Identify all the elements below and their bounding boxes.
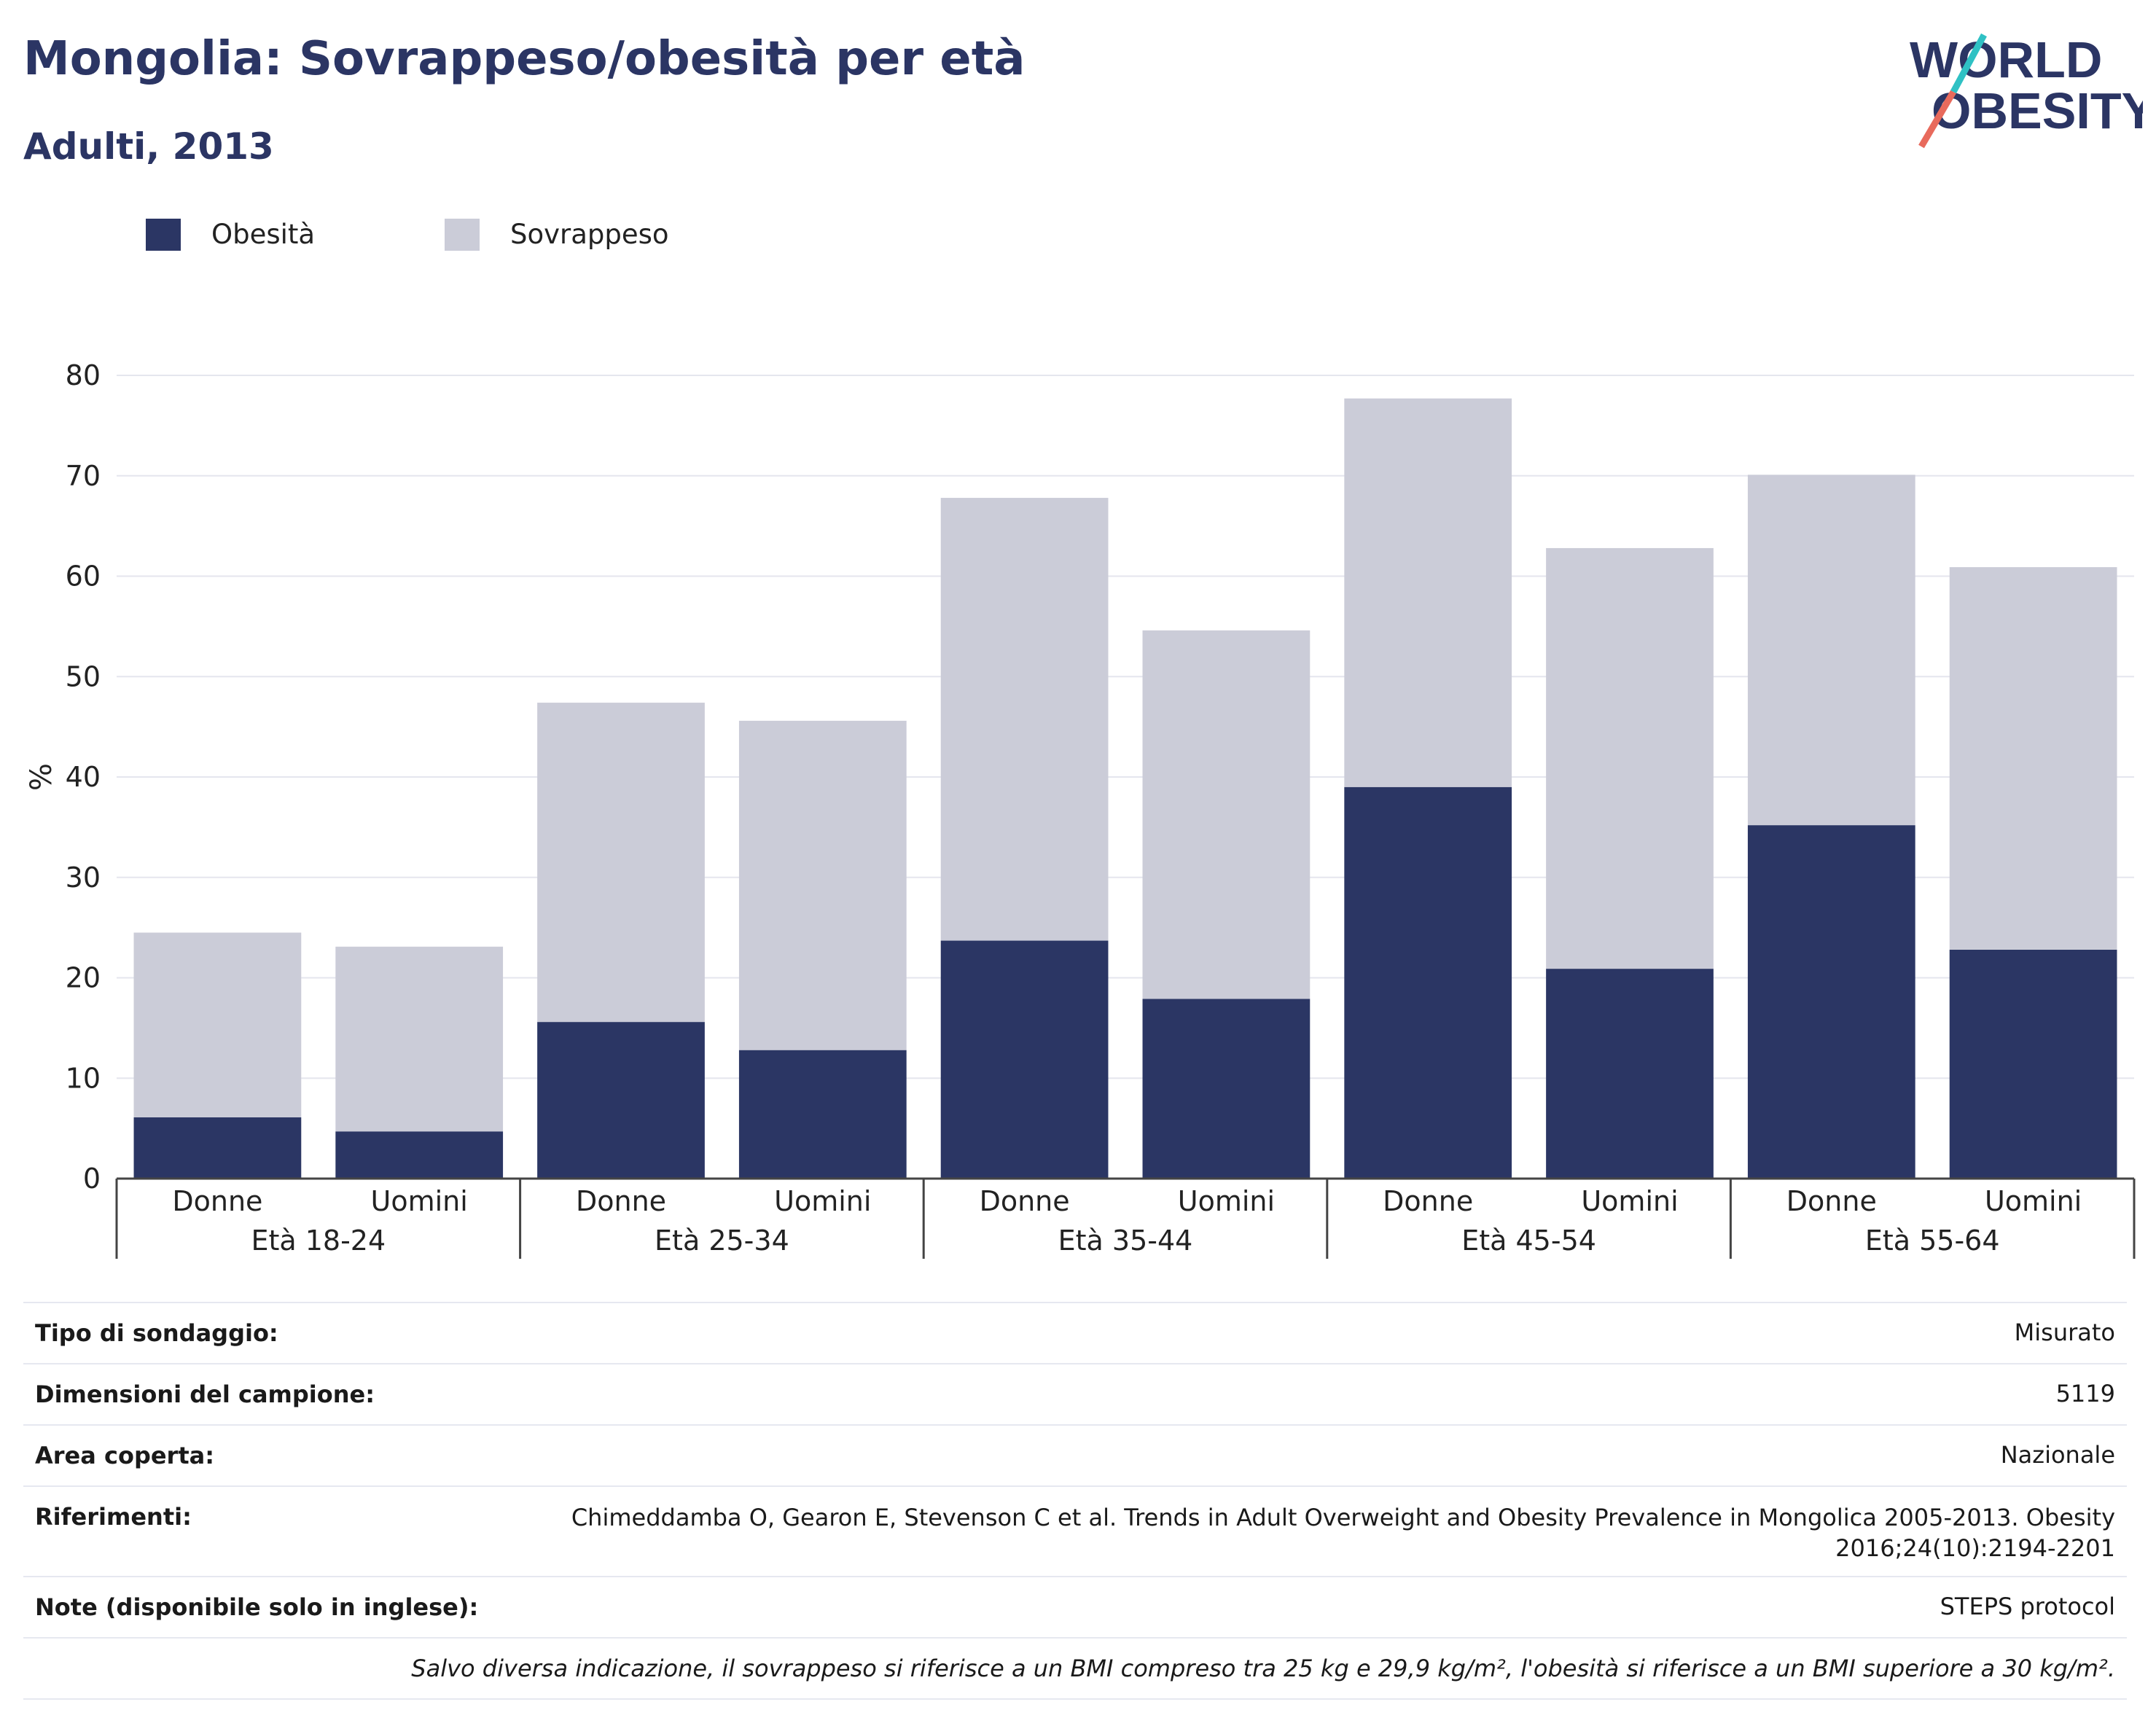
x-tick-label: Donne [576, 1185, 666, 1217]
y-tick-label: 70 [66, 460, 101, 492]
info-row-sample-size: Dimensioni del campione: 5119 [23, 1363, 2127, 1424]
x-tick-label: Donne [980, 1185, 1070, 1217]
info-row-survey-type: Tipo di sondaggio: Misurato [23, 1302, 2127, 1363]
info-key: Note (disponibile solo in inglese): [35, 1593, 479, 1621]
bar-overweight [335, 946, 504, 1132]
x-group-label: Età 18-24 [251, 1225, 386, 1257]
chart-subtitle: Adulti, 2013 [23, 125, 274, 168]
info-row-area-covered: Area coperta: Nazionale [23, 1424, 2127, 1485]
bar-overweight [133, 932, 302, 1117]
y-tick-label: 20 [66, 962, 101, 994]
y-tick-label: 30 [66, 862, 101, 894]
y-tick-label: 50 [66, 660, 101, 692]
bar-overweight [1546, 547, 1714, 969]
bmi-definition-note: Salvo diversa indicazione, il sovrappeso… [23, 1637, 2127, 1700]
legend-label-overweight: Sovrappeso [510, 219, 669, 250]
legend-swatch-obesity [146, 219, 181, 251]
bar-obesity [1142, 999, 1311, 1179]
info-value: Chimeddamba O, Gearon E, Stevenson C et … [571, 1504, 2115, 1562]
x-tick-label: Donne [1786, 1185, 1877, 1217]
bar-obesity [1747, 825, 1915, 1179]
x-tick-label: Uomini [1581, 1185, 1678, 1217]
logo-word-world: WORLD [1910, 31, 2102, 88]
legend-swatch-overweight [445, 219, 480, 251]
y-tick-label: 60 [66, 561, 101, 593]
x-group-label: Età 35-44 [1058, 1225, 1193, 1257]
stacked-bar-chart: 0 10 20 30 40 50 60 70 80% Donne Uomini Donne Uomini… [25, 359, 2136, 1259]
survey-info-table: Tipo di sondaggio: Misurato Dimensioni d… [23, 1302, 2127, 1700]
bar-overweight [940, 498, 1109, 941]
info-key: Riferimenti: [35, 1503, 192, 1531]
y-tick-label: 40 [66, 761, 101, 793]
chart-title: Mongolia: Sovrappeso/obesità per età [23, 32, 1026, 86]
x-group-label: Età 25-34 [655, 1225, 789, 1257]
y-axis-label: % [25, 763, 58, 791]
y-tick-label: 10 [66, 1062, 101, 1094]
legend-label-obesity: Obesità [211, 219, 316, 250]
info-row-references: Riferimenti: Chimeddamba O, Gearon E, St… [23, 1485, 2127, 1576]
x-group-label: Età 45-54 [1461, 1225, 1596, 1257]
bar-overweight [1344, 398, 1512, 787]
bar-obesity [940, 940, 1109, 1179]
x-tick-label: Uomini [774, 1185, 871, 1217]
bar-obesity [1344, 786, 1512, 1179]
bar-obesity [133, 1117, 302, 1179]
y-tick-label: 80 [66, 359, 101, 391]
x-tick-label: Uomini [1178, 1185, 1275, 1217]
world-obesity-logo: WORLD OBESITY [1910, 31, 2143, 149]
bar-overweight [1747, 474, 1915, 826]
bar-overweight [738, 720, 907, 1050]
bar-obesity [1949, 949, 2117, 1179]
x-tick-label: Donne [172, 1185, 262, 1217]
bar-obesity [537, 1022, 705, 1179]
info-value: STEPS protocol [1940, 1593, 2115, 1621]
x-group-label: Età 55-64 [1865, 1225, 2000, 1257]
info-row-notes: Note (disponibile solo in inglese): STEP… [23, 1576, 2127, 1637]
info-key: Area coperta: [35, 1442, 215, 1469]
bar-obesity [1546, 969, 1714, 1179]
info-key: Tipo di sondaggio: [35, 1319, 278, 1347]
logo-word-obesity: OBESITY [1932, 82, 2143, 139]
bar-obesity [738, 1050, 907, 1179]
bar-overweight [1142, 630, 1311, 999]
x-tick-label: Uomini [371, 1185, 468, 1217]
bar-obesity [335, 1131, 504, 1179]
info-value: 5119 [2055, 1380, 2115, 1408]
x-tick-label: Uomini [1985, 1185, 2082, 1217]
info-value: Misurato [2014, 1319, 2115, 1347]
logo-slash-red [1918, 90, 1956, 149]
bar-overweight [1949, 567, 2117, 950]
info-key: Dimensioni del campione: [35, 1380, 375, 1408]
info-value: Nazionale [2000, 1441, 2115, 1469]
x-tick-label: Donne [1383, 1185, 1473, 1217]
logo-slash-teal [1950, 33, 1987, 94]
y-tick-label: 0 [83, 1163, 101, 1195]
bar-overweight [537, 703, 705, 1023]
